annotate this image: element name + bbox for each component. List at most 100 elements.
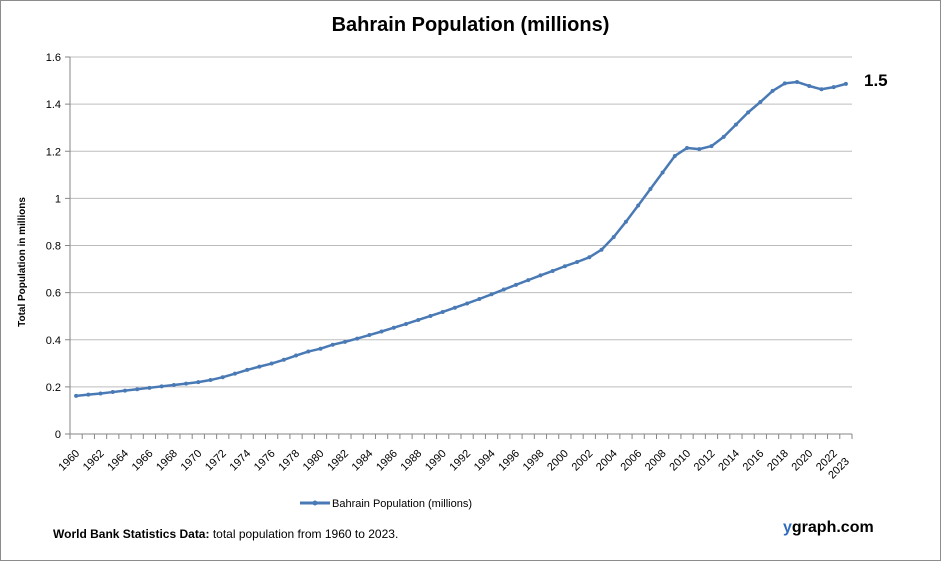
chart-title: Bahrain Population (millions) xyxy=(331,14,610,36)
data-point xyxy=(281,357,286,362)
data-point xyxy=(526,278,531,283)
data-point xyxy=(110,390,115,395)
x-tick-label: 2010 xyxy=(667,448,693,474)
data-point xyxy=(648,186,653,191)
data-point xyxy=(721,134,726,139)
x-tick-label: 2006 xyxy=(618,448,644,474)
data-point xyxy=(220,375,225,380)
source-label: World Bank Statistics Data: xyxy=(53,527,210,541)
data-point xyxy=(575,259,580,264)
x-tick-label: 1970 xyxy=(179,448,205,474)
data-point xyxy=(428,313,433,318)
data-point xyxy=(685,145,690,150)
x-tick-label: 1996 xyxy=(496,448,522,474)
y-tick-label: 1.6 xyxy=(46,52,61,64)
x-tick-label: 1982 xyxy=(325,448,351,474)
y-tick-label: 1.4 xyxy=(46,99,61,111)
data-point xyxy=(404,321,409,326)
data-point xyxy=(758,100,763,105)
legend-label: Bahrain Population (millions) xyxy=(332,498,472,510)
x-tick-label: 1976 xyxy=(252,448,278,474)
data-point xyxy=(135,387,140,392)
x-tick-label: 1960 xyxy=(56,448,82,474)
x-tick-label: 2012 xyxy=(692,448,718,474)
data-point xyxy=(501,287,506,292)
data-point xyxy=(550,268,555,273)
data-point xyxy=(208,378,213,383)
data-point xyxy=(636,203,641,208)
x-tick-label: 1972 xyxy=(203,448,229,474)
data-point xyxy=(795,79,800,84)
x-tick-label: 2014 xyxy=(716,448,742,474)
data-point xyxy=(257,364,262,369)
data-point xyxy=(843,81,848,86)
data-point xyxy=(391,325,396,330)
x-tick-label: 1974 xyxy=(227,448,253,474)
data-point xyxy=(355,336,360,341)
y-tick-label: 1 xyxy=(55,193,61,205)
y-tick-label: 1.2 xyxy=(46,146,61,158)
data-point xyxy=(697,147,702,152)
x-tick-label: 1984 xyxy=(350,448,376,474)
x-tick-label: 1964 xyxy=(105,448,131,474)
data-point xyxy=(416,317,421,322)
data-point xyxy=(452,305,457,310)
y-tick-label: 0.2 xyxy=(46,382,61,394)
y-axis-label: Total Population in millions xyxy=(17,197,28,327)
data-point xyxy=(122,388,127,393)
data-point xyxy=(232,371,237,376)
x-tick-label: 1998 xyxy=(521,448,547,474)
data-point xyxy=(611,235,616,240)
data-point xyxy=(587,255,592,260)
data-point xyxy=(709,144,714,149)
y-tick-label: 0.6 xyxy=(46,288,61,300)
data-point xyxy=(562,264,567,269)
x-tick-label: 1986 xyxy=(374,448,400,474)
source-note: World Bank Statistics Data: total popula… xyxy=(53,527,398,541)
series-line xyxy=(75,80,847,398)
data-point xyxy=(513,282,518,287)
data-point xyxy=(147,385,152,390)
x-tick-label: 1992 xyxy=(447,448,473,474)
data-point xyxy=(623,219,628,224)
data-point xyxy=(538,273,543,278)
data-point xyxy=(184,381,189,386)
data-point xyxy=(477,296,482,301)
x-tick-label: 1966 xyxy=(130,448,156,474)
source-text: total population from 1960 to 2023. xyxy=(209,527,399,541)
data-point xyxy=(86,392,91,397)
x-tick-label: 1988 xyxy=(399,448,425,474)
data-point xyxy=(318,346,323,351)
x-tick-label: 2016 xyxy=(741,448,767,474)
x-tick-label: 1980 xyxy=(301,448,327,474)
data-point xyxy=(245,367,250,372)
data-point xyxy=(294,353,299,358)
x-tick-label: 2008 xyxy=(643,448,669,474)
data-point xyxy=(831,85,836,90)
data-point xyxy=(782,81,787,86)
data-point xyxy=(306,349,311,354)
data-point xyxy=(367,333,372,338)
data-point xyxy=(599,247,604,252)
x-tick-label: 1968 xyxy=(154,448,180,474)
data-point xyxy=(819,87,824,92)
x-tick-label: 2002 xyxy=(570,448,596,474)
data-point xyxy=(746,110,751,115)
data-point xyxy=(379,329,384,334)
x-tick-label: 2020 xyxy=(790,448,816,474)
y-tick-label: 0.8 xyxy=(46,241,61,253)
data-point xyxy=(171,382,176,387)
x-tick-label: 1978 xyxy=(276,448,302,474)
x-tick-label: 2000 xyxy=(545,448,571,474)
data-point xyxy=(465,301,470,306)
data-point xyxy=(733,122,738,127)
data-point xyxy=(440,309,445,314)
data-point xyxy=(269,361,274,366)
brand-logo: ygraph.com xyxy=(783,519,874,536)
data-point xyxy=(489,292,494,297)
x-tick-label: 2018 xyxy=(765,448,791,474)
data-point xyxy=(330,342,335,347)
data-point xyxy=(770,88,775,93)
data-point xyxy=(672,153,677,158)
